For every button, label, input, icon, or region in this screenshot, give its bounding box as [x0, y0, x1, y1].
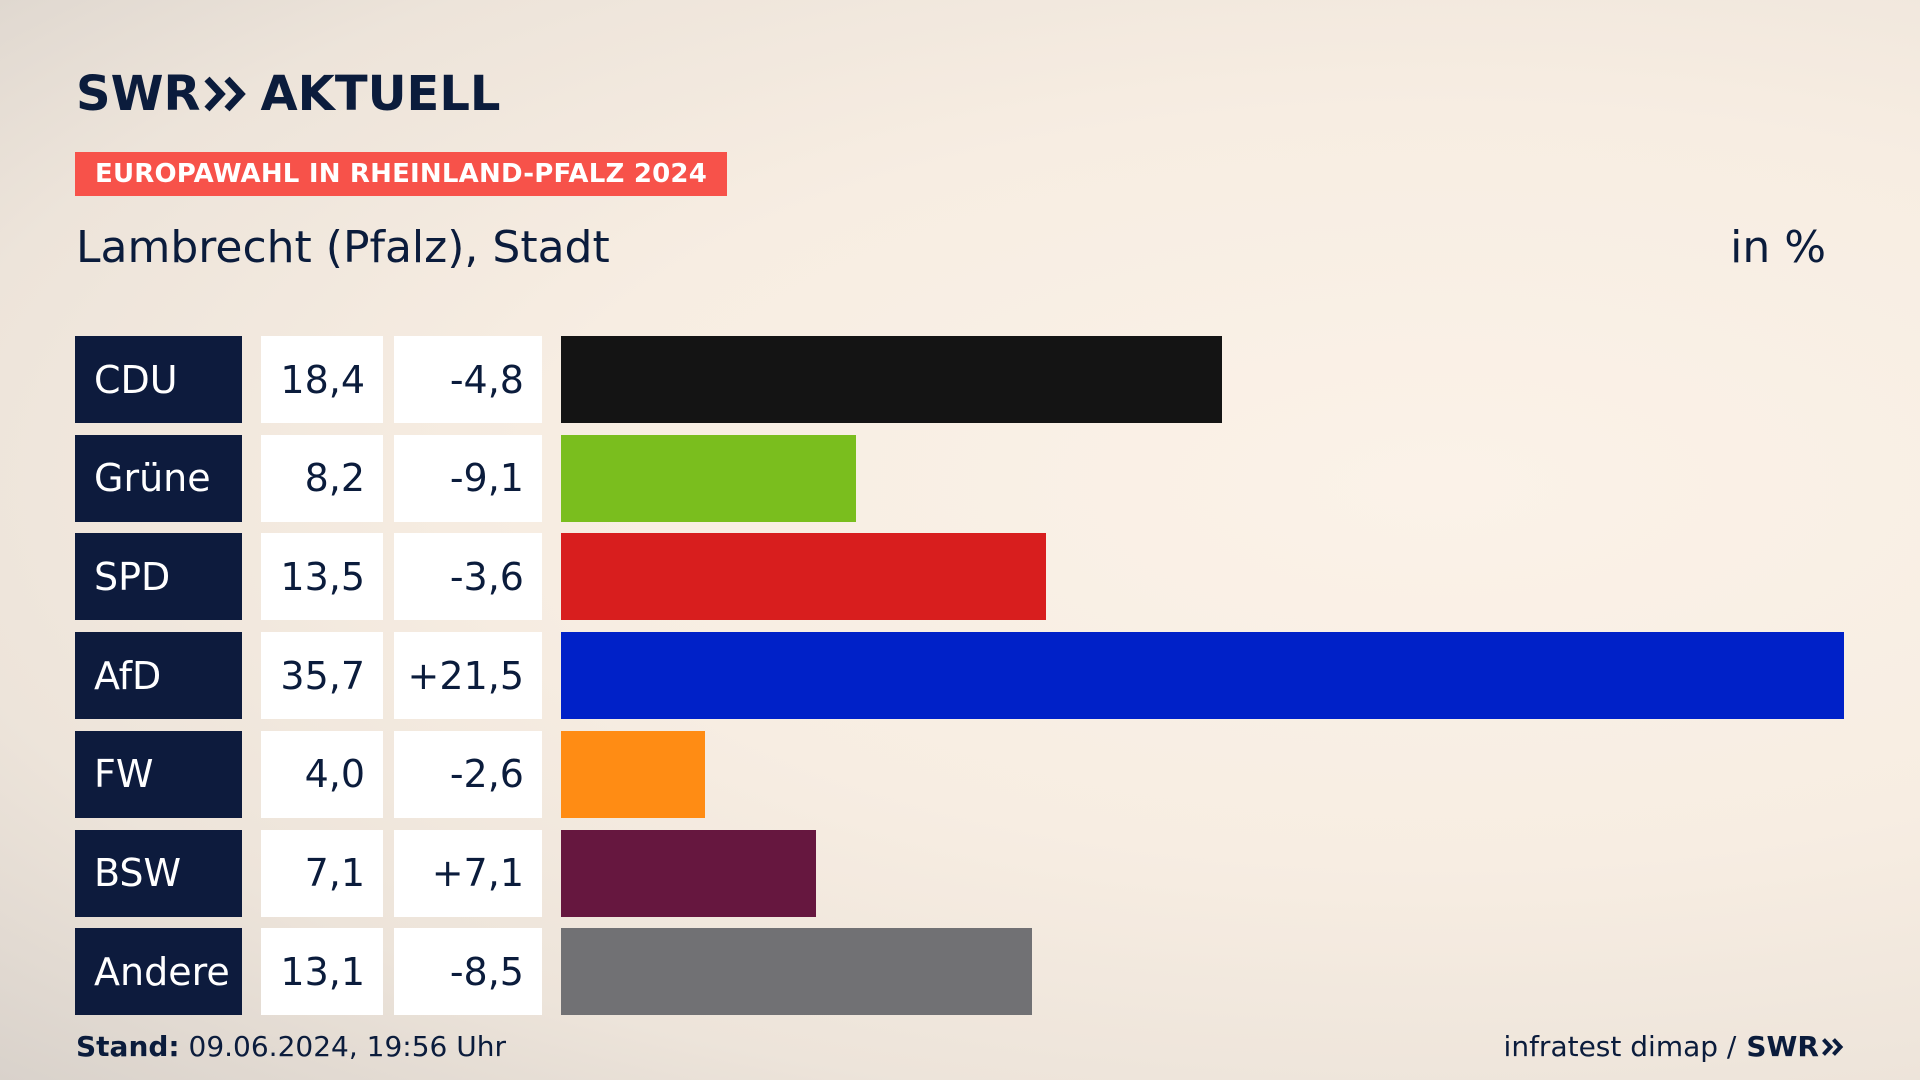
party-label: AfD [75, 632, 242, 720]
double-chevron-icon [204, 76, 247, 112]
value-label: 18,4 [261, 336, 383, 423]
value-label: 13,5 [261, 533, 383, 621]
party-label: Grüne [75, 434, 242, 522]
small-double-chevron-icon [1822, 1037, 1844, 1056]
change-label: +21,5 [394, 632, 542, 720]
page-title: Lambrecht (Pfalz), Stadt [76, 222, 610, 273]
swr-small-text: SWR [1746, 1030, 1819, 1063]
bar-spd [561, 533, 1047, 621]
change-label: -2,6 [394, 730, 542, 818]
change-label: -3,6 [394, 533, 542, 621]
unit-label: in % [1730, 222, 1826, 273]
stand-value: 09.06.2024, 19:56 Uhr [179, 1030, 506, 1063]
chart-row: Grüne 8,2 -9,1 [75, 434, 1875, 522]
chart-row: SPD 13,5 -3,6 [75, 533, 1875, 621]
party-label: SPD [75, 533, 242, 621]
party-label: Andere [75, 928, 242, 1016]
party-label: CDU [75, 336, 242, 423]
bar-cdu [561, 336, 1223, 423]
logo-aktuell-text: AKTUELL [260, 66, 501, 122]
bar-bsw [561, 829, 817, 917]
party-label: FW [75, 730, 242, 818]
swr-aktuell-logo: SWR AKTUELL [76, 66, 501, 122]
value-label: 4,0 [261, 730, 383, 818]
stand-label: Stand: [76, 1030, 180, 1063]
value-label: 8,2 [261, 434, 383, 522]
chart-row: CDU 18,4 -4,8 [75, 336, 1875, 423]
bar-grüne [561, 434, 856, 522]
chart-row: Andere 13,1 -8,5 [75, 928, 1875, 1016]
change-label: -8,5 [394, 928, 542, 1016]
timestamp: Stand: 09.06.2024, 19:56 Uhr [76, 1030, 506, 1063]
party-label: BSW [75, 829, 242, 917]
swr-small-logo: SWR [1746, 1030, 1844, 1063]
bar-andere [561, 928, 1032, 1016]
source-credit: infratest dimap / SWR [1504, 1030, 1844, 1063]
change-label: +7,1 [394, 829, 542, 917]
election-badge: EUROPAWAHL IN RHEINLAND-PFALZ 2024 [75, 152, 727, 196]
change-label: -4,8 [394, 336, 542, 423]
change-label: -9,1 [394, 434, 542, 522]
value-label: 35,7 [261, 632, 383, 720]
logo-swr-text: SWR [76, 66, 201, 122]
bar-fw [561, 730, 705, 818]
chart-row: BSW 7,1 +7,1 [75, 829, 1875, 917]
chart-row: FW 4,0 -2,6 [75, 730, 1875, 818]
bar-afd [561, 632, 1844, 720]
value-label: 7,1 [261, 829, 383, 917]
source-text: infratest dimap / [1503, 1030, 1737, 1063]
value-label: 13,1 [261, 928, 383, 1016]
chart-row: AfD 35,7 +21,5 [75, 632, 1875, 720]
